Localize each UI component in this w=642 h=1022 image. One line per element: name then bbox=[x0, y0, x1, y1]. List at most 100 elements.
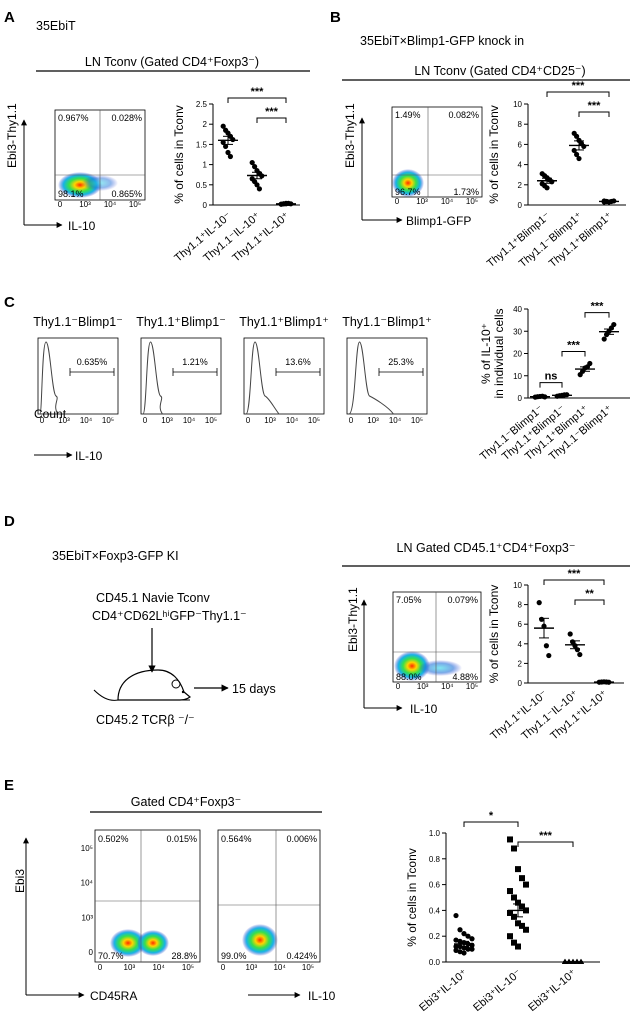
data-point bbox=[515, 920, 521, 927]
transfer-line-2: CD4⁺CD62LʰⁱGFP⁻Thy1.1⁻ bbox=[92, 609, 247, 623]
data-point bbox=[469, 936, 475, 942]
data-point bbox=[515, 899, 521, 906]
flow-tick-label: 0 bbox=[395, 197, 400, 206]
category-label: Ebi3⁺IL-10⁺ bbox=[526, 967, 579, 1014]
y-tick-label: 8 bbox=[518, 601, 523, 610]
flow-plot-e1: 0.502% 0.015% 70.7% 28.8% 0 10³ 10⁴ 10⁵ 0 10… bbox=[81, 829, 201, 972]
data-point bbox=[515, 943, 521, 950]
y-tick-label: 0.8 bbox=[429, 855, 441, 864]
y-tick-label: 20 bbox=[513, 350, 522, 359]
data-point bbox=[227, 153, 233, 160]
flow-ytick-label: 10⁵ bbox=[81, 844, 93, 853]
histogram-tick: 10⁵ bbox=[102, 416, 114, 425]
significance-label: *** bbox=[572, 80, 586, 92]
significance-bracket bbox=[517, 841, 574, 847]
flow-tick-label: 10⁴ bbox=[441, 682, 454, 691]
category-label: Ebi3⁺IL-10⁺ bbox=[417, 967, 470, 1014]
significance-label: *** bbox=[265, 106, 279, 118]
histogram-1: Thy1.1⁻Blimp1⁻ 0.635% 0 10³ 10⁴ 10⁵ bbox=[33, 315, 123, 425]
y-tick-label: 4 bbox=[518, 640, 523, 649]
panel-b-header: LN Tconv (Gated CD4⁺CD25⁻) bbox=[414, 64, 585, 78]
data-point bbox=[544, 185, 550, 191]
flow-a-q-ur: 0.028% bbox=[111, 113, 142, 123]
y-axis-label: % of cells in Tconv bbox=[172, 105, 186, 204]
flow-e1-q-ll: 70.7% bbox=[98, 951, 124, 961]
data-point bbox=[249, 159, 255, 166]
y-tick-label: 0.5 bbox=[196, 181, 208, 190]
flow-ytick-label: 0 bbox=[89, 948, 94, 957]
panel-letter-b: B bbox=[330, 9, 341, 26]
histogram-pct: 13.6% bbox=[285, 357, 311, 367]
flow-d-q-ul: 7.05% bbox=[396, 595, 422, 605]
flow-tick-label: 10³ bbox=[416, 197, 428, 206]
flow-tick-label: 10⁵ bbox=[182, 963, 194, 972]
data-point bbox=[453, 947, 459, 953]
flow-b-ylabel: Ebi3-Thy1.1 bbox=[343, 103, 357, 168]
y-tick-label: 0 bbox=[518, 679, 523, 688]
histogram-tick: 10³ bbox=[264, 416, 276, 425]
panel-letter-e: E bbox=[4, 777, 14, 794]
flow-tick-label: 0 bbox=[221, 963, 226, 972]
y-tick-label: 0.4 bbox=[429, 906, 441, 915]
flow-b-xlabel: Blimp1-GFP bbox=[406, 214, 471, 228]
flow-tick-label: 10⁴ bbox=[104, 200, 117, 209]
histogram-tick: 10⁵ bbox=[205, 416, 217, 425]
data-point bbox=[465, 946, 471, 952]
histogram-tick: 10⁴ bbox=[389, 416, 402, 425]
data-point bbox=[457, 927, 463, 933]
flow-tick-label: 10⁴ bbox=[441, 197, 454, 206]
histogram-curve bbox=[245, 341, 280, 415]
y-axis-label: % of IL-10⁺ bbox=[479, 323, 493, 384]
panel-letter-d: D bbox=[4, 513, 15, 530]
flow-e1-xlabel: CD45RA bbox=[90, 989, 137, 1003]
data-point bbox=[461, 931, 467, 937]
data-point bbox=[574, 133, 580, 139]
histogram-xlabel: IL-10 bbox=[75, 449, 103, 463]
data-point bbox=[465, 933, 471, 939]
flow-e2-q-lr: 0.424% bbox=[286, 951, 317, 961]
flow-tick-label: 10³ bbox=[246, 963, 258, 972]
histogram-count-label: Count bbox=[34, 407, 67, 421]
data-point bbox=[519, 875, 525, 882]
data-point bbox=[567, 631, 573, 637]
data-point bbox=[571, 147, 577, 154]
data-point bbox=[461, 950, 467, 956]
histogram-tick: 10³ bbox=[161, 416, 173, 425]
dot-plot-e: 0.0 0.2 0.4 0.6 0.8 1.0 % of cells in Tconv Ebi… bbox=[405, 810, 600, 1014]
flow-b-q-lr: 1.73% bbox=[453, 187, 479, 197]
data-point bbox=[225, 149, 231, 156]
flow-d-q-ur: 0.079% bbox=[447, 595, 478, 605]
flow-plot-b: 1.49% 0.082% 96.7% 1.73% 0 10³ 10⁴ 10⁵ Ebi3… bbox=[343, 103, 483, 228]
flow-tick-label: 0 bbox=[396, 682, 401, 691]
flow-d-xlabel: IL-10 bbox=[410, 702, 438, 716]
panel-a-title: 35EbiT bbox=[36, 19, 76, 33]
flow-tick-label: 0 bbox=[98, 963, 103, 972]
histogram-4: Thy1.1⁻Blimp1⁺ 25.3% 0 10³ 10⁴ 10⁵ bbox=[342, 315, 432, 425]
flow-e1-q-ur: 0.015% bbox=[166, 834, 197, 844]
data-point bbox=[511, 845, 517, 852]
y-tick-label: 10 bbox=[513, 581, 522, 590]
histogram-tick: 0 bbox=[349, 416, 354, 425]
histogram-tick: 10⁴ bbox=[183, 416, 196, 425]
flow-ytick-label: 10⁴ bbox=[81, 879, 94, 888]
significance-label: *** bbox=[567, 340, 581, 352]
data-point bbox=[611, 321, 617, 328]
histogram-tick: 10³ bbox=[58, 416, 70, 425]
flow-d-q-lr: 4.88% bbox=[452, 672, 478, 682]
data-point bbox=[457, 949, 463, 955]
flow-e1-q-ul: 0.502% bbox=[98, 834, 129, 844]
significance-bracket bbox=[574, 599, 605, 605]
y-axis-label: % of cells in Tconv bbox=[487, 105, 501, 204]
data-point bbox=[574, 647, 581, 653]
flow-tick-label: 10³ bbox=[79, 200, 91, 209]
flow-b-q-ll: 96.7% bbox=[395, 187, 421, 197]
data-point bbox=[587, 360, 593, 367]
data-point bbox=[519, 903, 525, 910]
flow-ytick-label: 10³ bbox=[81, 913, 93, 922]
significance-bracket bbox=[256, 117, 287, 123]
flow-a-q-ul: 0.967% bbox=[58, 113, 89, 123]
flow-plot-e2: 0.564% 0.006% 99.0% 0.424% 0 10³ 10⁴ 10⁵ bbox=[217, 829, 321, 972]
data-point bbox=[254, 182, 260, 188]
panel-a-header: LN Tconv (Gated CD4⁺Foxp3⁻) bbox=[85, 55, 259, 69]
